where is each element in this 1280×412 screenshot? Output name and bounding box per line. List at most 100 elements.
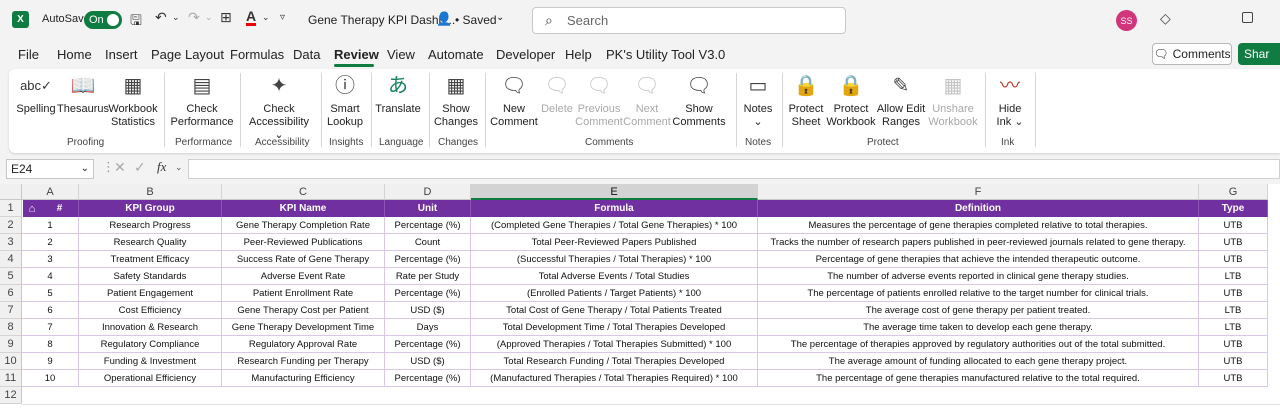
table-header-cell[interactable]: Unit <box>385 200 471 217</box>
premium-diamond-icon[interactable]: ◇ <box>1160 10 1171 26</box>
confirm-entry-icon[interactable]: ✓ <box>134 159 146 175</box>
table-cell[interactable]: LTB <box>1199 302 1268 319</box>
check-accessibility-button[interactable]: ✦ Check Accessibility ⌄ <box>243 69 315 142</box>
font-color-dropdown-icon[interactable]: ⌄ <box>262 12 270 22</box>
font-color-icon[interactable]: A <box>246 8 257 26</box>
row-header-4[interactable]: 4 <box>0 251 22 268</box>
table-cell[interactable]: Adverse Event Rate <box>222 268 385 285</box>
column-header-f[interactable]: F <box>758 184 1199 200</box>
table-header-cell[interactable]: Definition <box>758 200 1199 217</box>
column-header-a[interactable]: A <box>22 184 79 200</box>
undo-icon[interactable]: ↶ <box>155 9 167 25</box>
row-header-11[interactable]: 11 <box>0 370 22 387</box>
row-header-5[interactable]: 5 <box>0 268 22 285</box>
row-header-12[interactable]: 12 <box>0 387 22 404</box>
table-cell[interactable]: (Manufactured Therapies / Total Therapie… <box>471 370 758 387</box>
comments-button[interactable]: 🗨 Comments <box>1152 43 1232 65</box>
next-comment-button[interactable]: 🗨 Next Comment <box>623 69 671 129</box>
protect-sheet-button[interactable]: 🔒 Protect Sheet <box>785 69 827 129</box>
tab-automate[interactable]: Automate <box>428 47 484 62</box>
check-performance-button[interactable]: ▤ Check Performance <box>169 69 235 129</box>
table-cell[interactable]: (Completed Gene Therapies / Total Gene T… <box>471 217 758 234</box>
table-cell[interactable]: Patient Engagement <box>79 285 222 302</box>
thesaurus-button[interactable]: 📖 Thesaurus <box>57 69 109 116</box>
protect-workbook-button[interactable]: 🔒 Protect Workbook <box>825 69 877 129</box>
tab-insert[interactable]: Insert <box>105 47 138 62</box>
worksheet-grid[interactable] <box>0 184 1280 412</box>
table-cell[interactable]: Gene Therapy Completion Rate <box>222 217 385 234</box>
table-cell[interactable]: Count <box>385 234 471 251</box>
workbook-statistics-button[interactable]: ▦ Workbook Statistics <box>107 69 159 129</box>
table-cell[interactable]: USD ($) <box>385 302 471 319</box>
table-cell[interactable]: (Successful Therapies / Total Therapies)… <box>471 251 758 268</box>
saved-state[interactable]: • Saved <box>455 13 497 27</box>
table-cell[interactable]: UTB <box>1199 353 1268 370</box>
tab-view[interactable]: View <box>387 47 415 62</box>
table-cell[interactable]: Regulatory Approval Rate <box>222 336 385 353</box>
table-cell[interactable]: Operational Efficiency <box>79 370 222 387</box>
select-all-corner[interactable] <box>0 184 22 200</box>
table-cell[interactable]: Gene Therapy Development Time <box>222 319 385 336</box>
table-cell[interactable]: Percentage (%) <box>385 285 471 302</box>
table-cell[interactable]: Research Funding per Therapy <box>222 353 385 370</box>
table-cell[interactable]: Rate per Study <box>385 268 471 285</box>
table-cell[interactable]: Tracks the number of research papers pub… <box>758 234 1199 251</box>
row-header-8[interactable]: 8 <box>0 319 22 336</box>
name-box[interactable]: E24 ⌄ <box>6 159 94 179</box>
autosave-toggle[interactable]: On <box>84 11 122 29</box>
fx-dropdown-icon[interactable]: ⌄ <box>175 162 183 172</box>
name-box-dropdown-icon[interactable]: ⌄ <box>80 163 89 174</box>
table-cell[interactable]: Regulatory Compliance <box>79 336 222 353</box>
table-cell[interactable]: UTB <box>1199 251 1268 268</box>
show-comments-button[interactable]: 🗨 Show Comments <box>671 69 727 129</box>
column-header-c[interactable]: C <box>222 184 385 200</box>
row-header-2[interactable]: 2 <box>0 217 22 234</box>
table-cell[interactable]: Total Development Time / Total Therapies… <box>471 319 758 336</box>
table-cell[interactable]: Total Adverse Events / Total Studies <box>471 268 758 285</box>
spelling-button[interactable]: abc✓ Spelling <box>15 69 57 116</box>
document-title[interactable]: Gene Therapy KPI Dashb... <box>308 13 456 27</box>
table-cell[interactable]: 2 <box>22 234 79 251</box>
tab-help[interactable]: Help <box>565 47 592 62</box>
table-cell[interactable]: Innovation & Research <box>79 319 222 336</box>
table-cell[interactable]: The percentage of therapies approved by … <box>758 336 1199 353</box>
column-header-g[interactable]: G <box>1199 184 1268 200</box>
formula-input[interactable] <box>188 159 1280 179</box>
unshare-workbook-button[interactable]: ▦ Unshare Workbook <box>927 69 979 129</box>
table-cell[interactable]: 4 <box>22 268 79 285</box>
table-cell[interactable]: LTB <box>1199 319 1268 336</box>
table-cell[interactable]: The number of adverse events reported in… <box>758 268 1199 285</box>
table-cell[interactable]: UTB <box>1199 217 1268 234</box>
table-cell[interactable]: The average amount of funding allocated … <box>758 353 1199 370</box>
save-icon[interactable]: 🖫 <box>130 12 142 28</box>
new-comment-button[interactable]: 🗨 New Comment <box>487 69 541 129</box>
column-header-b[interactable]: B <box>79 184 222 200</box>
table-cell[interactable]: Percentage (%) <box>385 336 471 353</box>
table-cell[interactable]: 6 <box>22 302 79 319</box>
table-cell[interactable]: 7 <box>22 319 79 336</box>
table-header-cell[interactable]: Formula <box>471 200 758 217</box>
customize-qat-icon[interactable]: ▿ <box>280 12 286 23</box>
table-cell[interactable]: Percentage (%) <box>385 217 471 234</box>
insert-function-icon[interactable]: fx <box>157 159 167 174</box>
table-cell[interactable]: The percentage of patients enrolled rela… <box>758 285 1199 302</box>
table-header-cell[interactable]: KPI Name <box>222 200 385 217</box>
row-header-9[interactable]: 9 <box>0 336 22 353</box>
table-cell[interactable]: 1 <box>22 217 79 234</box>
cancel-entry-icon[interactable]: ✕ <box>114 159 126 175</box>
column-header-d[interactable]: D <box>385 184 471 200</box>
table-cell[interactable]: Measures the percentage of gene therapie… <box>758 217 1199 234</box>
table-header-cell[interactable]: KPI Group <box>79 200 222 217</box>
tab-page-layout[interactable]: Page Layout <box>151 47 225 62</box>
show-changes-button[interactable]: ▦ Show Changes <box>432 69 480 129</box>
row-header-3[interactable]: 3 <box>0 234 22 251</box>
previous-comment-button[interactable]: 🗨 Previous Comment <box>575 69 623 129</box>
table-cell[interactable]: Percentage (%) <box>385 251 471 268</box>
smart-lookup-button[interactable]: ⓘ Smart Lookup <box>323 69 367 129</box>
table-cell[interactable]: Percentage (%) <box>385 370 471 387</box>
tab-formulas[interactable]: Formulas <box>230 47 285 62</box>
table-header-cell[interactable]: Type <box>1199 200 1268 217</box>
table-cell[interactable]: Success Rate of Gene Therapy <box>222 251 385 268</box>
restore-window-icon[interactable] <box>1242 12 1253 23</box>
table-cell[interactable]: Percentage of gene therapies that achiev… <box>758 251 1199 268</box>
